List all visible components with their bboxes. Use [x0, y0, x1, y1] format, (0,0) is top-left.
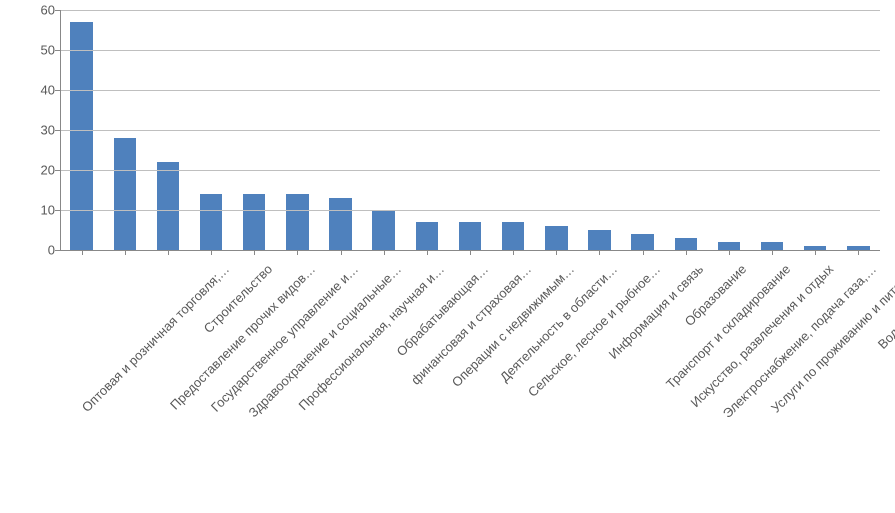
x-label-slot: Электроснабжение, подача газа,…	[707, 258, 750, 503]
gridline	[60, 90, 880, 91]
x-tick-mark	[772, 250, 773, 255]
y-tick-label: 30	[15, 123, 55, 138]
x-tick-mark	[599, 250, 600, 255]
gridline	[60, 10, 880, 11]
x-tick-mark	[556, 250, 557, 255]
x-label-slot: Предоставление прочих видов…	[146, 258, 189, 503]
x-tick-mark	[643, 250, 644, 255]
x-label-slot: Образование	[578, 258, 621, 503]
x-tick-mark	[470, 250, 471, 255]
bar	[459, 222, 481, 250]
y-tick-label: 50	[15, 43, 55, 58]
x-label-slot: Горнодобывающая…	[837, 258, 880, 503]
x-label-slot: Государственное управление и…	[189, 258, 232, 503]
x-label-slot: Искусство, развлечения и отдых	[664, 258, 707, 503]
y-tick-label: 0	[15, 243, 55, 258]
bar	[761, 242, 783, 250]
bar-chart: 0 10 20 30 40 50 60 Оптовая и розничная торгов…	[0, 0, 895, 513]
y-tick-label: 10	[15, 203, 55, 218]
x-tick-mark	[297, 250, 298, 255]
bar	[70, 22, 92, 250]
x-axis-labels: Оптовая и розничная торговля;…Строительс…	[60, 258, 880, 503]
x-tick-mark	[254, 250, 255, 255]
bar	[200, 194, 222, 250]
y-tick-label: 40	[15, 83, 55, 98]
x-tick-mark	[686, 250, 687, 255]
bar	[545, 226, 567, 250]
x-tick-mark	[513, 250, 514, 255]
x-label-slot: Услуги по проживанию и питанию	[751, 258, 794, 503]
bar	[114, 138, 136, 250]
gridline	[60, 50, 880, 51]
x-tick-mark	[729, 250, 730, 255]
x-label-slot: Оптовая и розничная торговля;…	[60, 258, 103, 503]
bar	[675, 238, 697, 250]
x-tick-mark	[211, 250, 212, 255]
x-label-slot: Деятельность в области…	[448, 258, 491, 503]
y-tick-label: 60	[15, 3, 55, 18]
bar	[416, 222, 438, 250]
x-label-slot: Операции с недвижимым…	[405, 258, 448, 503]
x-label-slot: Обрабатывающая…	[319, 258, 362, 503]
bar	[157, 162, 179, 250]
bar	[718, 242, 740, 250]
bar	[588, 230, 610, 250]
plot-area	[60, 10, 880, 250]
bar	[329, 198, 351, 250]
x-label-slot: Здравоохранение и социальные…	[233, 258, 276, 503]
x-label-slot: Строительство	[103, 258, 146, 503]
x-tick-mark	[858, 250, 859, 255]
gridline	[60, 170, 880, 171]
x-tick-mark	[384, 250, 385, 255]
x-tick-mark	[125, 250, 126, 255]
x-tick-mark	[82, 250, 83, 255]
bar	[502, 222, 524, 250]
gridline	[60, 210, 880, 211]
y-tick-label: 20	[15, 163, 55, 178]
x-label-slot: финансовая и страховая…	[362, 258, 405, 503]
x-tick-mark	[341, 250, 342, 255]
bar	[243, 194, 265, 250]
x-label-slot: Профессиональная, научная и…	[276, 258, 319, 503]
x-tick-mark	[815, 250, 816, 255]
gridline	[60, 130, 880, 131]
bar	[372, 210, 394, 250]
x-label-slot: Сельское, лесное и рыбное…	[492, 258, 535, 503]
x-tick-mark	[168, 250, 169, 255]
x-label-slot: Информация и связь	[535, 258, 578, 503]
bar	[631, 234, 653, 250]
x-tick-mark	[427, 250, 428, 255]
x-label-slot: Водоснабжение;…	[794, 258, 837, 503]
y-axis-line	[60, 10, 61, 250]
x-label-slot: Транспорт и складирование	[621, 258, 664, 503]
bar	[286, 194, 308, 250]
